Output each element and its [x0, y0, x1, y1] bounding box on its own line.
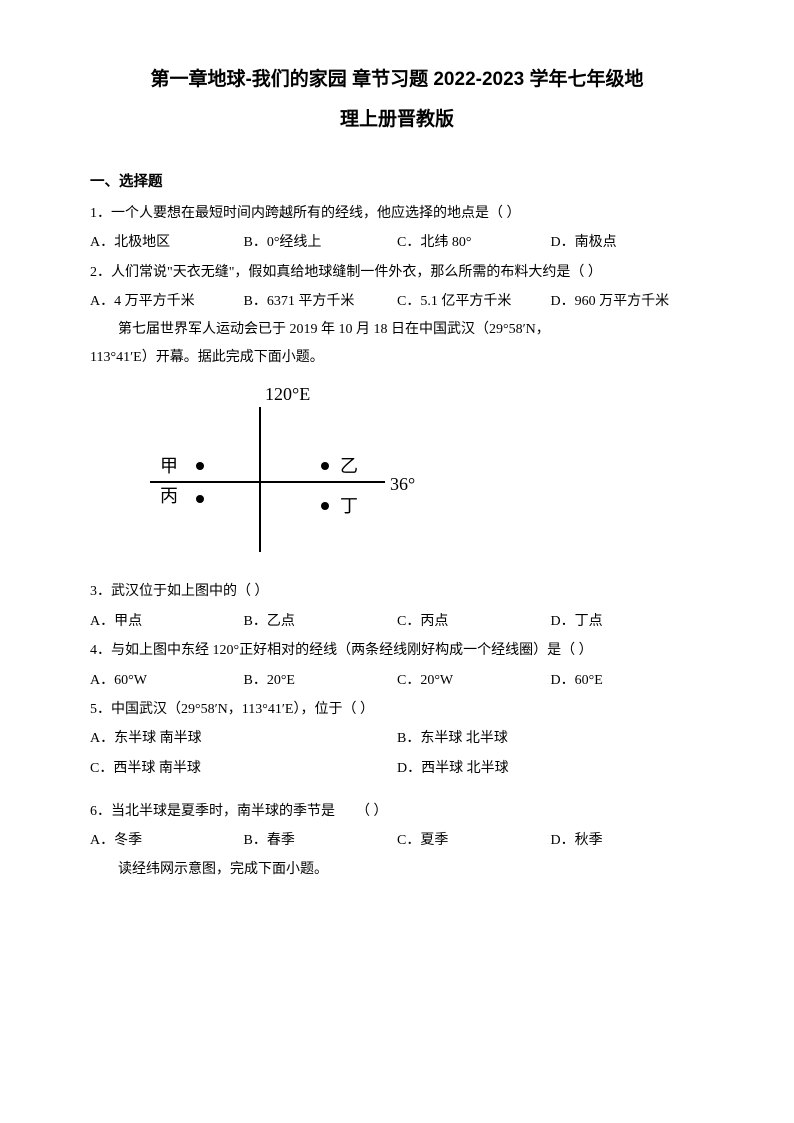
- question-6-text: 6．当北半球是夏季时，南半球的季节是 （ ）: [90, 797, 704, 826]
- coordinate-diagram: 120°E 36° 甲丙 乙丁: [110, 382, 704, 567]
- q5-option-d: D．西半球 北半球: [397, 754, 704, 783]
- section-heading-1: 一、选择题: [90, 170, 704, 191]
- question-6-options: A．冬季 B．春季 C．夏季 D．秋季: [90, 826, 704, 855]
- q3-option-d: D．丁点: [551, 607, 705, 636]
- q6-option-a: A．冬季: [90, 826, 244, 855]
- svg-text:乙: 乙: [340, 456, 358, 476]
- q1-option-b: B．0°经线上: [244, 228, 398, 257]
- q4-option-d: D．60°E: [551, 666, 705, 695]
- q6-option-b: B．春季: [244, 826, 398, 855]
- q5-option-c: C．西半球 南半球: [90, 754, 397, 783]
- question-2-options: A．4 万平方千米 B．6371 平方千米 C．5.1 亿平方千米 D．960 …: [90, 287, 704, 316]
- q3-option-a: A．甲点: [90, 607, 244, 636]
- question-5-options: A．东半球 南半球 B．东半球 北半球 C．西半球 南半球 D．西半球 北半球: [90, 724, 704, 783]
- svg-text:甲: 甲: [160, 456, 178, 476]
- question-3-text: 3．武汉位于如上图中的（ ）: [90, 577, 704, 606]
- q2-option-a: A．4 万平方千米: [90, 287, 244, 316]
- question-1-options: A．北极地区 B．0°经线上 C．北纬 80° D．南极点: [90, 228, 704, 257]
- svg-text:丙: 丙: [160, 486, 178, 506]
- q6-option-d: D．秋季: [551, 826, 705, 855]
- spacer: [90, 783, 704, 797]
- passage-1-line1: 第七届世界军人运动会已于 2019 年 10 月 18 日在中国武汉（29°58…: [90, 316, 704, 344]
- diagram-svg: 120°E 36° 甲丙 乙丁: [110, 382, 420, 562]
- q5-option-b: B．东半球 北半球: [397, 724, 704, 753]
- q2-option-c: C．5.1 亿平方千米: [397, 287, 551, 316]
- q3-option-b: B．乙点: [244, 607, 398, 636]
- q3-option-c: C．丙点: [397, 607, 551, 636]
- q4-option-a: A．60°W: [90, 666, 244, 695]
- question-2-text: 2．人们常说"天衣无缝"，假如真给地球缝制一件外衣，那么所需的布料大约是（ ）: [90, 258, 704, 287]
- passage-2: 读经纬网示意图，完成下面小题。: [90, 856, 704, 884]
- q2-option-d: D．960 万平方千米: [551, 287, 705, 316]
- question-1-text: 1．一个人要想在最短时间内跨越所有的经线，他应选择的地点是（ ）: [90, 199, 704, 228]
- q1-option-a: A．北极地区: [90, 228, 244, 257]
- q1-option-d: D．南极点: [551, 228, 705, 257]
- page-title-line2: 理上册晋教版: [90, 100, 704, 140]
- question-4-options: A．60°W B．20°E C．20°W D．60°E: [90, 666, 704, 695]
- q4-option-c: C．20°W: [397, 666, 551, 695]
- svg-text:36°: 36°: [390, 474, 415, 494]
- question-3-options: A．甲点 B．乙点 C．丙点 D．丁点: [90, 607, 704, 636]
- question-5-text: 5．中国武汉（29°58′N，113°41′E），位于（ ）: [90, 695, 704, 724]
- passage-1-line2: 113°41′E）开幕。据此完成下面小题。: [90, 344, 704, 372]
- page-title-line1: 第一章地球-我们的家园 章节习题 2022-2023 学年七年级地: [90, 60, 704, 100]
- q4-option-b: B．20°E: [244, 666, 398, 695]
- q2-option-b: B．6371 平方千米: [244, 287, 398, 316]
- svg-text:丁: 丁: [340, 496, 358, 516]
- q5-option-a: A．东半球 南半球: [90, 724, 397, 753]
- svg-text:120°E: 120°E: [265, 384, 310, 404]
- q1-option-c: C．北纬 80°: [397, 228, 551, 257]
- q6-option-c: C．夏季: [397, 826, 551, 855]
- question-4-text: 4．与如上图中东经 120°正好相对的经线（两条经线刚好构成一个经线圈）是（ ）: [90, 636, 704, 665]
